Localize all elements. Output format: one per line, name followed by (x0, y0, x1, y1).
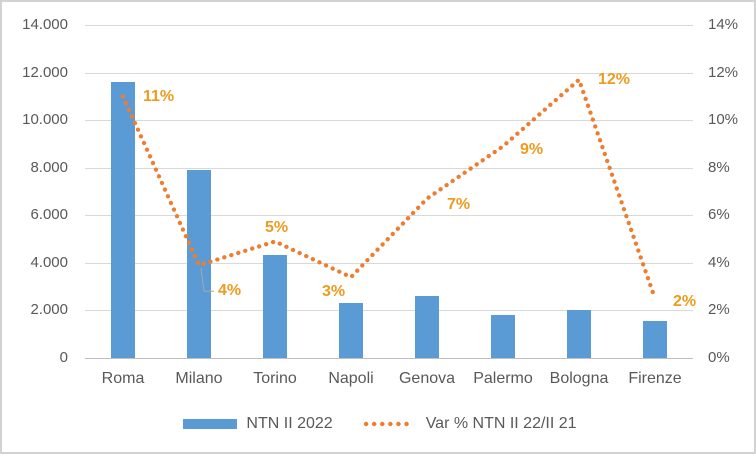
left-axis-tick-label: 12.000 (22, 63, 68, 81)
right-axis-tick-label: 0% (708, 349, 730, 366)
left-axis-tick-label: 4.000 (30, 253, 68, 271)
left-axis-tick-label: 6.000 (30, 206, 68, 224)
gridline (85, 25, 693, 26)
gridline (85, 167, 693, 169)
chart-legend: NTN II 2022 Var % NTN II 22/II 21 (2, 409, 756, 439)
left-axis-tick-label: 8.000 (30, 158, 68, 176)
data-label-leader-line (200, 268, 214, 292)
gridline (85, 215, 693, 217)
right-axis-tick-label: 10% (708, 111, 739, 129)
dotted-line-path (120, 75, 658, 301)
right-axis-tick-label: 8% (708, 158, 730, 176)
bar-torino (263, 254, 287, 358)
data-label-roma: 11% (143, 88, 175, 106)
bar-genova (415, 296, 439, 358)
legend-dotted-line-swatch (363, 421, 416, 427)
legend-bar-label: NTN II 2022 (246, 415, 333, 432)
bar-palermo (491, 315, 515, 358)
x-axis-label-bologna: Bologna (549, 370, 609, 387)
right-axis-tick-label: 2% (708, 301, 730, 319)
bar-napoli (339, 303, 363, 358)
x-axis-label-milano: Milano (175, 370, 223, 387)
data-label-napoli: 3% (322, 283, 346, 301)
legend-bar-swatch (183, 419, 238, 429)
data-label-genova: 7% (447, 195, 471, 213)
x-axis-line (85, 358, 693, 359)
left-axis-tick-label: 2.000 (30, 301, 68, 319)
data-label-palermo: 9% (520, 141, 544, 159)
gridline (85, 310, 693, 312)
right-axis-tick-label: 12% (708, 63, 739, 81)
right-axis-tick-label: 4% (708, 253, 730, 271)
data-label-firenze: 2% (673, 292, 697, 310)
right-axis-tick-label: 6% (708, 206, 730, 224)
gridline (85, 120, 693, 122)
bar-roma (111, 82, 135, 358)
right-axis-tick-label: 14% (708, 16, 739, 33)
legend-line-label: Var % NTN II 22/II 21 (425, 415, 577, 432)
x-axis-label-napoli: Napoli (328, 370, 374, 387)
gridline (85, 72, 693, 74)
data-label-torino: 5% (265, 219, 289, 237)
left-axis-tick-label: 0 (59, 349, 68, 366)
data-label-milano: 4% (218, 282, 242, 300)
x-axis-label-firenze: Firenze (628, 370, 682, 387)
left-axis-tick-label: 10.000 (22, 111, 68, 129)
x-axis-label-palermo: Palermo (473, 370, 533, 387)
bar-firenze (643, 321, 667, 358)
x-axis-label-roma: Roma (101, 370, 145, 387)
gridline (85, 262, 693, 264)
data-label-bologna: 12% (598, 70, 631, 88)
bar-bologna (567, 310, 591, 358)
x-axis-label-genova: Genova (398, 370, 456, 387)
x-axis-label-torino: Torino (253, 370, 297, 387)
left-axis-tick-label: 14.000 (22, 16, 68, 33)
